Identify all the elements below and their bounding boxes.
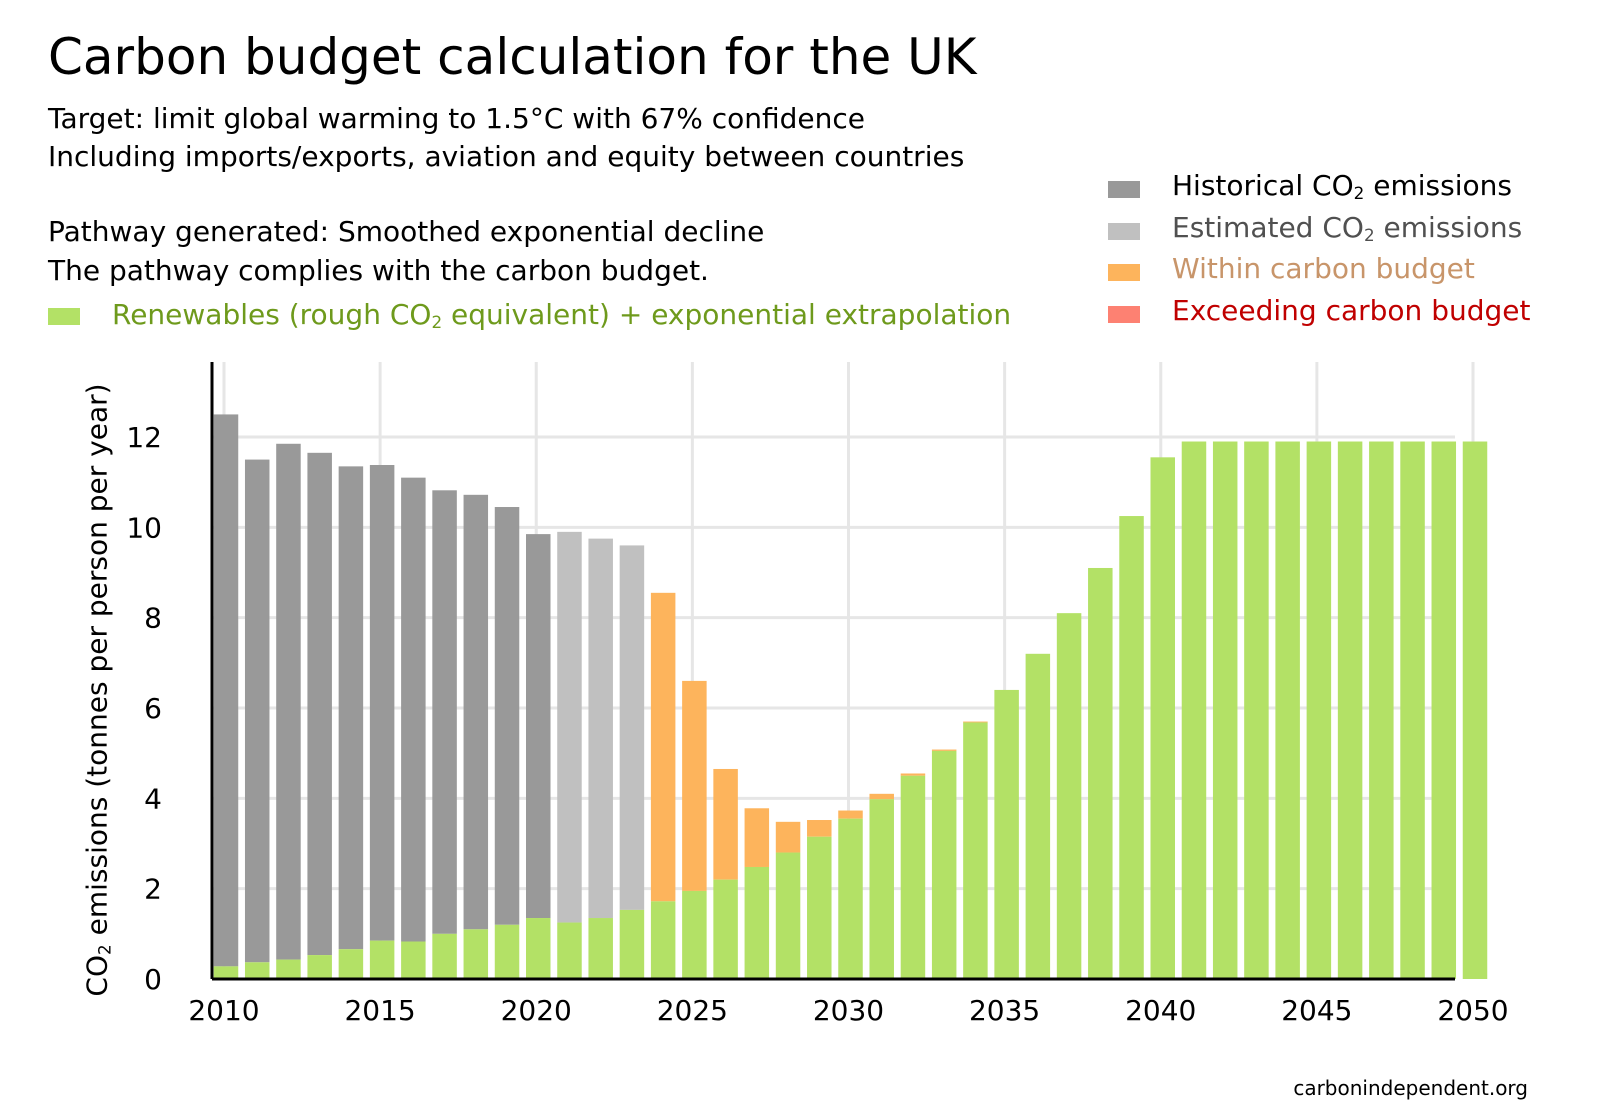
- x-tick-label: 2030: [813, 994, 884, 1027]
- bar-renewables-2035: [994, 689, 1019, 979]
- x-tick-label: 2015: [344, 994, 415, 1027]
- legend-swatch-within: [1108, 264, 1140, 281]
- bar-renewables-2024: [650, 901, 676, 979]
- bar-within-2028: [775, 821, 801, 853]
- y-tick-label: 2: [144, 873, 162, 906]
- bar-renewables-2025: [682, 890, 707, 979]
- source-credit: carbonindependent.org: [1293, 1076, 1528, 1100]
- bar-renewables-2038: [1088, 567, 1113, 979]
- bar-renewables-2011: [244, 962, 270, 979]
- bar-renewables-2014: [338, 949, 364, 979]
- bar-renewables-2048: [1400, 441, 1425, 979]
- bar-historical-2013: [307, 452, 332, 956]
- bar-renewables-2016: [401, 941, 426, 979]
- bar-renewables-2049: [1431, 441, 1457, 979]
- bar-within-2029: [807, 820, 832, 837]
- y-tick-label: 6: [144, 692, 162, 725]
- y-tick-label: 10: [126, 511, 162, 544]
- bar-renewables-2036: [1025, 653, 1051, 979]
- bar-within-2024: [650, 592, 676, 902]
- legend-swatch-renewables: [48, 308, 80, 325]
- bar-estimated-2022: [588, 538, 613, 919]
- bar-within-2031: [869, 793, 894, 800]
- bar-renewables-2030: [838, 818, 863, 979]
- subtitle-target: Target: limit global warming to 1.5°C wi…: [48, 102, 866, 135]
- bar-historical-2020: [526, 534, 551, 919]
- x-tick-label: 2050: [1437, 994, 1508, 1027]
- x-tick-label: 2040: [1125, 994, 1196, 1027]
- legend-swatch-historical: [1108, 181, 1140, 198]
- bar-historical-2010: [213, 414, 239, 967]
- bar-renewables-2023: [619, 909, 645, 979]
- bar-renewables-2034: [963, 722, 988, 979]
- bar-estimated-2023: [619, 545, 645, 910]
- bar-historical-2011: [244, 459, 270, 963]
- bar-renewables-2039: [1119, 516, 1144, 979]
- bar-within-2026: [713, 768, 738, 880]
- legend-label-historical: Historical CO2 emissions: [1172, 169, 1512, 204]
- y-tick-label: 0: [144, 963, 162, 996]
- bar-within-2027: [744, 808, 770, 867]
- bar-within-2033: [931, 749, 957, 751]
- bar-renewables-2041: [1181, 441, 1207, 979]
- bar-renewables-2020: [526, 918, 551, 979]
- x-tick-label: 2020: [501, 994, 572, 1027]
- legend-label-renewables: Renewables (rough CO2 equivalent) + expo…: [112, 298, 1012, 333]
- x-tick-label: 2025: [657, 994, 728, 1027]
- bar-renewables-2010: [213, 966, 239, 979]
- bar-renewables-2029: [807, 836, 832, 979]
- bar-renewables-2046: [1337, 441, 1363, 979]
- legend-label-estimated: Estimated CO2 emissions: [1172, 211, 1523, 246]
- x-tick-label: 2045: [1281, 994, 1352, 1027]
- y-tick-label: 4: [144, 782, 162, 815]
- subtitle-scope: Including imports/exports, aviation and …: [48, 140, 965, 173]
- bar-renewables-2021: [557, 922, 582, 979]
- bar-renewables-2040: [1150, 457, 1175, 979]
- bar-within-2034: [963, 721, 988, 723]
- legend-swatch-estimated: [1108, 223, 1140, 240]
- bar-historical-2019: [494, 507, 520, 925]
- y-tick-label: 12: [126, 421, 162, 454]
- legend-label-exceeding: Exceeding carbon budget: [1172, 294, 1531, 327]
- bar-renewables-2027: [744, 866, 770, 979]
- chart-title: Carbon budget calculation for the UK: [48, 28, 977, 86]
- bar-renewables-2044: [1275, 441, 1300, 979]
- x-tick-label: 2010: [188, 994, 259, 1027]
- bar-renewables-2031: [869, 799, 894, 979]
- bar-estimated-2021: [557, 531, 582, 923]
- bar-renewables-2050: [1462, 441, 1488, 979]
- bar-renewables-2019: [494, 924, 520, 979]
- bar-renewables-2026: [713, 879, 738, 979]
- legend-swatch-exceeding: [1108, 306, 1140, 323]
- bar-renewables-2018: [463, 929, 489, 979]
- bar-renewables-2047: [1369, 441, 1394, 979]
- bar-renewables-2045: [1306, 441, 1332, 979]
- bar-renewables-2032: [900, 775, 926, 979]
- bar-within-2025: [682, 680, 707, 891]
- subtitle-pathway: Pathway generated: Smoothed exponential …: [48, 215, 765, 248]
- bar-historical-2015: [369, 465, 395, 941]
- bar-renewables-2017: [432, 933, 457, 979]
- bar-renewables-2033: [931, 750, 957, 979]
- bar-historical-2018: [463, 494, 489, 930]
- bar-within-2032: [900, 773, 926, 776]
- bar-renewables-2013: [307, 955, 332, 979]
- bar-renewables-2028: [775, 852, 801, 979]
- bar-historical-2016: [401, 477, 426, 942]
- x-tick-label: 2035: [969, 994, 1040, 1027]
- bar-renewables-2022: [588, 918, 613, 979]
- bar-within-2030: [838, 810, 863, 819]
- bar-renewables-2042: [1212, 441, 1238, 979]
- bar-historical-2017: [432, 490, 457, 934]
- bar-historical-2012: [276, 443, 301, 960]
- bar-renewables-2043: [1244, 441, 1269, 979]
- legend-label-within: Within carbon budget: [1172, 252, 1475, 285]
- bar-historical-2014: [338, 466, 364, 950]
- subtitle-compliance: The pathway complies with the carbon bud…: [48, 254, 709, 287]
- bar-renewables-2037: [1056, 613, 1082, 979]
- bar-renewables-2012: [276, 959, 301, 979]
- y-tick-label: 8: [144, 602, 162, 635]
- bar-renewables-2015: [369, 940, 395, 979]
